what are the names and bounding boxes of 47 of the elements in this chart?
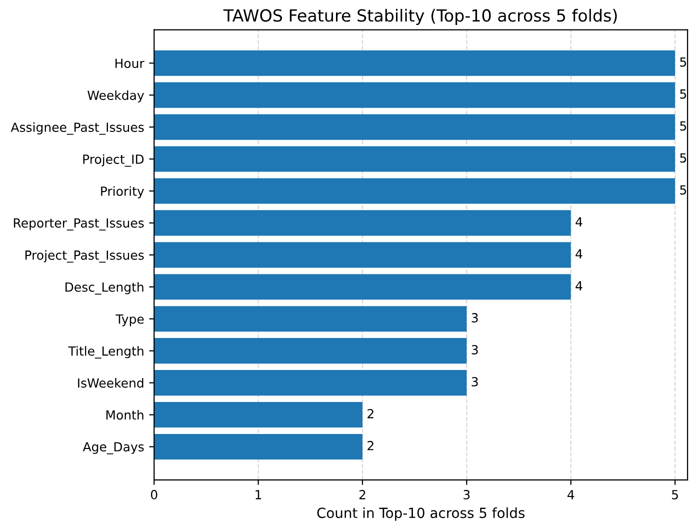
bar (154, 82, 676, 108)
data-label: 5 (680, 121, 686, 131)
x-tick-label: 2 (359, 490, 366, 500)
y-tick-label: Month (106, 410, 144, 420)
bar (154, 178, 676, 204)
x-tick-label: 4 (567, 490, 574, 500)
y-tick-label: Assignee_Past_Issues (10, 122, 144, 135)
x-tick-label: 0 (150, 490, 158, 500)
chart-title: TAWOS Feature Stability (Top-10 across 5 folds) (223, 8, 617, 25)
bar (154, 114, 676, 140)
y-tick-label: Hour (115, 58, 144, 68)
data-label: 3 (472, 313, 478, 322)
y-tick-label: Reporter_Past_Issues (14, 218, 144, 230)
data-label: 5 (680, 153, 686, 163)
y-tick-label: Project_ID (83, 154, 144, 167)
bar (154, 434, 362, 460)
y-tick-label: Type (116, 314, 144, 326)
bar (154, 402, 362, 428)
data-label: 2 (368, 408, 374, 418)
x-axis-title: Count in Top-10 across 5 folds (317, 507, 525, 521)
y-tick-label: Project_Past_Issues (25, 250, 144, 263)
bar (154, 274, 571, 300)
data-label: 5 (680, 89, 686, 99)
y-tick-label: Priority (101, 186, 144, 198)
data-label: 4 (576, 281, 582, 290)
x-tick-label: 1 (256, 490, 262, 500)
y-tick-label: Weekday (88, 90, 144, 102)
data-label: 3 (472, 345, 478, 354)
data-label: 4 (576, 217, 582, 226)
bar (154, 210, 571, 236)
data-label: 5 (680, 57, 686, 67)
y-tick-label: Title_Length (68, 346, 144, 359)
x-tick-label: 3 (464, 490, 470, 500)
y-tick-label: Desc_Length (66, 282, 144, 295)
bar (154, 338, 467, 364)
data-label: 5 (680, 185, 686, 195)
data-label: 3 (472, 376, 478, 386)
bar (154, 242, 571, 268)
data-label: 2 (368, 440, 374, 450)
y-tick-label: IsWeekend (78, 378, 144, 388)
y-tick-label: Age_Days (82, 442, 144, 454)
bar (154, 370, 467, 396)
bar (154, 146, 676, 172)
data-label: 4 (576, 249, 582, 258)
bar (154, 306, 467, 332)
x-tick-label: 5 (672, 490, 678, 500)
bar (154, 50, 676, 76)
